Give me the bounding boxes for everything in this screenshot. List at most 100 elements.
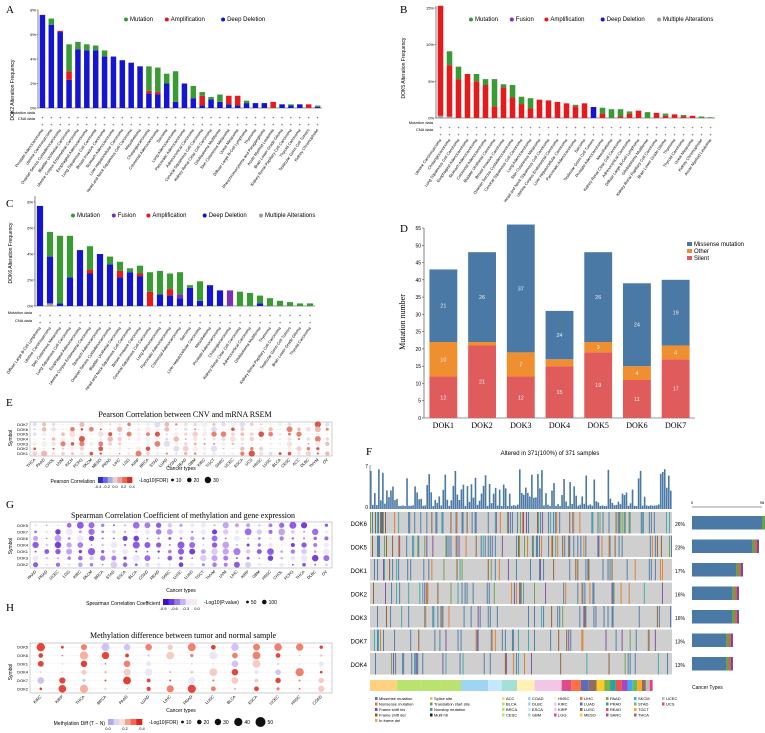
- bar-mutation: [707, 117, 714, 118]
- dot: [324, 523, 329, 527]
- dot: [184, 432, 188, 436]
- gene-label: DOK1: [17, 549, 29, 554]
- cna-data-mark: +: [520, 132, 523, 137]
- color-scale-step: [102, 477, 109, 483]
- data-label: 7: [519, 362, 522, 368]
- gene-label: DOK6: [351, 522, 368, 528]
- bar-mutation: [266, 298, 274, 306]
- mutation-cell: [654, 629, 656, 651]
- dot: [45, 563, 48, 566]
- panel-e-ylabel: Symbol: [8, 430, 14, 447]
- cancer-type-strip: [632, 680, 638, 691]
- mutation-data-mark: +: [169, 313, 172, 318]
- dot: [222, 428, 225, 431]
- cancer-legend-label: GBM: [532, 713, 541, 718]
- cancer-legend-swatch: [502, 702, 505, 706]
- mutation-data-mark: +: [139, 115, 142, 120]
- mutation-cell: [466, 512, 468, 534]
- mutation-cell: [551, 535, 553, 557]
- dot: [101, 549, 105, 554]
- mutation-cell: [493, 582, 495, 604]
- mutation-cell: [522, 512, 523, 534]
- mutation-cell: [648, 512, 650, 534]
- dot: [90, 423, 93, 426]
- size-legend-title: -Log10(FDR): [139, 478, 169, 484]
- cancer-legend-swatch: [528, 713, 531, 717]
- dot: [275, 653, 281, 658]
- dot: [175, 423, 178, 426]
- mutation-cell: [487, 606, 489, 628]
- mutation-cell: [370, 512, 371, 534]
- dot: [190, 670, 194, 674]
- dot: [210, 686, 216, 692]
- mutation-legend-label: Nonstop mutation: [434, 707, 465, 712]
- y-tick-label: 10: [415, 381, 421, 387]
- dot: [33, 428, 36, 431]
- mutation-data-mark: +: [192, 115, 195, 120]
- bar-mutation: [199, 92, 205, 96]
- mutation-cell: [661, 559, 663, 581]
- size-legend-title: -Log10(P.value): [204, 600, 239, 606]
- dot: [178, 529, 184, 535]
- gene-label: DOK3: [351, 616, 368, 622]
- mutation-cell: [435, 512, 437, 534]
- mutation-data-mark: +: [511, 125, 514, 130]
- bar-amplification: [545, 100, 552, 118]
- dot: [212, 452, 216, 456]
- dot: [70, 426, 75, 432]
- legend-label: Other: [694, 249, 709, 255]
- cancer-label: SKCM: [81, 457, 93, 469]
- dot: [191, 663, 193, 665]
- mutation-cell: [550, 629, 552, 651]
- mutation-cell: [621, 512, 623, 534]
- mutation-cell: [668, 512, 670, 534]
- dot: [313, 543, 318, 547]
- dot: [297, 437, 301, 441]
- dot: [223, 562, 228, 567]
- dot: [165, 452, 168, 455]
- mutation-cell: [399, 582, 401, 604]
- top-histogram-bar: [486, 505, 489, 509]
- dot: [240, 437, 245, 441]
- dot: [258, 451, 264, 456]
- cna-data-mark: +: [59, 320, 62, 325]
- dot: [61, 671, 63, 673]
- cancer-label: BRCA: [138, 457, 150, 469]
- y-tick-label: 20: [415, 347, 421, 353]
- dot: [254, 686, 259, 692]
- mutation-cell: [379, 535, 380, 557]
- mutation-data-mark: +: [574, 125, 577, 130]
- dot: [275, 669, 281, 675]
- cancer-label: KIRC: [32, 694, 42, 704]
- mutation-cell: [569, 535, 571, 557]
- dot: [303, 537, 306, 540]
- cancer-label: LUSC: [261, 457, 272, 468]
- top-histogram-bar: [661, 471, 664, 509]
- dot: [137, 442, 140, 445]
- cancer-label: PCPG: [72, 457, 84, 469]
- bar-silent: [429, 376, 458, 418]
- dot: [145, 562, 150, 567]
- cna-data-mark: +: [439, 132, 442, 137]
- dot: [202, 427, 207, 431]
- top-histogram-bar: [593, 479, 596, 509]
- bar-mutation: [101, 50, 108, 57]
- mutation-cell: [475, 512, 477, 534]
- mutation-cell: [375, 653, 376, 675]
- dot: [187, 643, 196, 652]
- top-histogram-bar: [581, 496, 584, 509]
- dot: [168, 563, 172, 566]
- gene-label: DOK7: [17, 678, 29, 683]
- cna-data-mark: +: [263, 122, 266, 127]
- mutation-cell: [559, 606, 561, 628]
- dot: [249, 432, 254, 436]
- dot: [270, 438, 272, 440]
- legend-label: Deep Deletion: [227, 17, 265, 23]
- top-histogram-bar: [490, 503, 493, 509]
- top-histogram-bar: [629, 503, 632, 509]
- gene-label: DOK6: [17, 536, 29, 541]
- cna-data-mark: +: [259, 320, 262, 325]
- cna-data-mark: +: [538, 132, 541, 137]
- cna-data-mark: +: [279, 320, 282, 325]
